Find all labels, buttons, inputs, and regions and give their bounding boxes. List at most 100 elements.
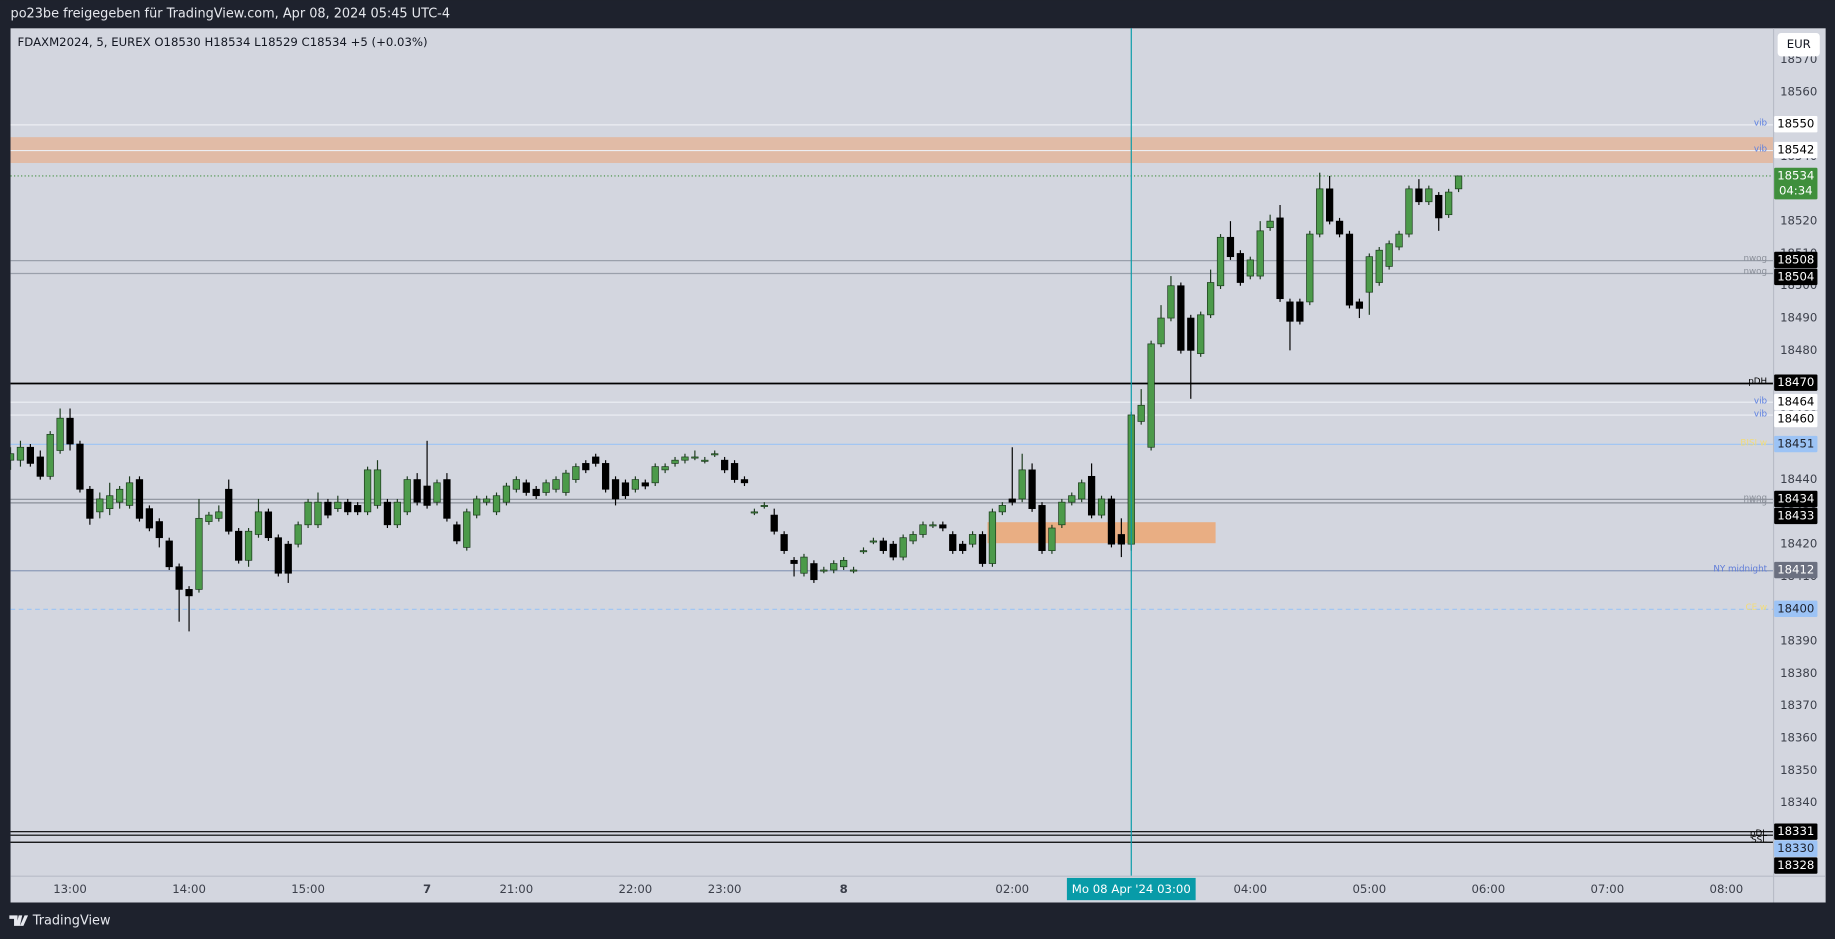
candle-body [1097, 498, 1106, 516]
candle-body [433, 482, 441, 503]
candle-body [1335, 220, 1344, 235]
price-badge [1774, 823, 1818, 840]
candle-body [334, 501, 342, 509]
price-badge-label: 18470 [1777, 375, 1814, 389]
candle-body [988, 511, 997, 564]
candle-body [1385, 243, 1393, 267]
candle-body [1177, 285, 1185, 351]
candle-body [1147, 343, 1155, 448]
candle-body [1425, 188, 1433, 203]
last-price-label: 18534 [1777, 168, 1814, 182]
candle-body [1018, 469, 1026, 500]
candle-body [840, 559, 848, 568]
candle-body [443, 479, 451, 519]
price-badge-label: 18331 [1777, 824, 1814, 838]
y-tick-label: 18490 [1780, 311, 1817, 325]
candle-body [1068, 495, 1076, 503]
y-tick-label: 18560 [1780, 84, 1817, 98]
candle-body [1246, 259, 1254, 277]
candle-body [26, 446, 34, 464]
candle-body [1216, 236, 1225, 287]
y-tick-label: 18440 [1780, 472, 1817, 486]
level-label: pDL [1750, 829, 1767, 839]
candle-body [631, 479, 639, 490]
y-tick-label: 18360 [1780, 730, 1817, 744]
price-badge-label: 18434 [1777, 491, 1814, 505]
plot-area [10, 124, 1773, 843]
candle-body [1167, 285, 1175, 319]
currency-label[interactable]: EUR [1787, 37, 1811, 51]
last-price-badge [1774, 167, 1818, 200]
candle-body [780, 534, 788, 551]
candle-body [1137, 404, 1145, 422]
candle-body [820, 569, 828, 572]
candle-body [611, 479, 620, 500]
price-badge [1774, 507, 1818, 525]
level-label: vib [1754, 119, 1768, 129]
candle-body [1206, 282, 1215, 316]
currency-button[interactable] [1777, 32, 1820, 57]
candle-body [1405, 188, 1413, 235]
candle-body [225, 488, 233, 532]
candle-body [869, 540, 878, 543]
candle-body [1157, 317, 1165, 345]
candle-body [86, 488, 94, 519]
candle-body [393, 501, 401, 526]
candle-body [849, 569, 858, 572]
x-tick-label: 7 [423, 882, 431, 896]
candle-body [482, 498, 491, 503]
candle-body [542, 482, 550, 493]
candle-body [730, 463, 739, 480]
candle-body [601, 463, 610, 490]
overlay: 1834018350183601837018380183901840018410… [53, 28, 1818, 901]
price-badge [1774, 393, 1818, 411]
candle-body [16, 446, 25, 461]
price-badge [1774, 116, 1818, 133]
x-tick-label: 06:00 [1471, 882, 1505, 896]
candle-body [76, 443, 84, 490]
candle-body [165, 540, 173, 568]
candle-body [572, 466, 580, 480]
candle-body [711, 453, 719, 456]
candle-body [532, 488, 540, 497]
candle-body [968, 534, 977, 545]
candle-body [1316, 188, 1324, 235]
candle-body [344, 501, 352, 513]
level-label: vib [1754, 144, 1768, 154]
price-badge [1774, 840, 1818, 857]
x-tick-label: 02:00 [995, 882, 1029, 896]
candle-body [1087, 475, 1096, 516]
candle-body [284, 543, 292, 574]
price-badge-label: 18433 [1777, 508, 1814, 522]
price-badge-label: 18330 [1777, 841, 1814, 855]
x-tick-label: 22:00 [619, 882, 653, 896]
candle-body [264, 511, 273, 539]
candle-body [949, 534, 957, 551]
candle-body [810, 563, 818, 581]
candle-body [929, 524, 937, 527]
candle-body [1038, 505, 1046, 551]
candle-body [671, 459, 679, 464]
price-badge [1774, 251, 1818, 269]
x-tick-label: 21:00 [500, 882, 534, 896]
price-badge-label: 18508 [1777, 252, 1814, 266]
candle-body [1117, 534, 1125, 545]
level-label: nwog [1743, 497, 1767, 507]
candle-body [582, 463, 590, 471]
candle-body [373, 469, 382, 506]
candle-body [324, 501, 332, 516]
candle-body [1286, 301, 1294, 322]
candle-body [1187, 317, 1195, 351]
candle-body [36, 456, 44, 477]
price-badge-label: 18504 [1777, 269, 1814, 283]
x-tick-label: 15:00 [291, 882, 325, 896]
candle-body [1355, 301, 1364, 309]
candle-body [800, 556, 808, 574]
y-tick-label: 18340 [1780, 795, 1817, 809]
candle-body [1058, 501, 1066, 526]
candle-body [413, 479, 421, 503]
candle-body [522, 482, 530, 493]
candle-body [552, 479, 560, 490]
candle-body [1276, 217, 1284, 300]
